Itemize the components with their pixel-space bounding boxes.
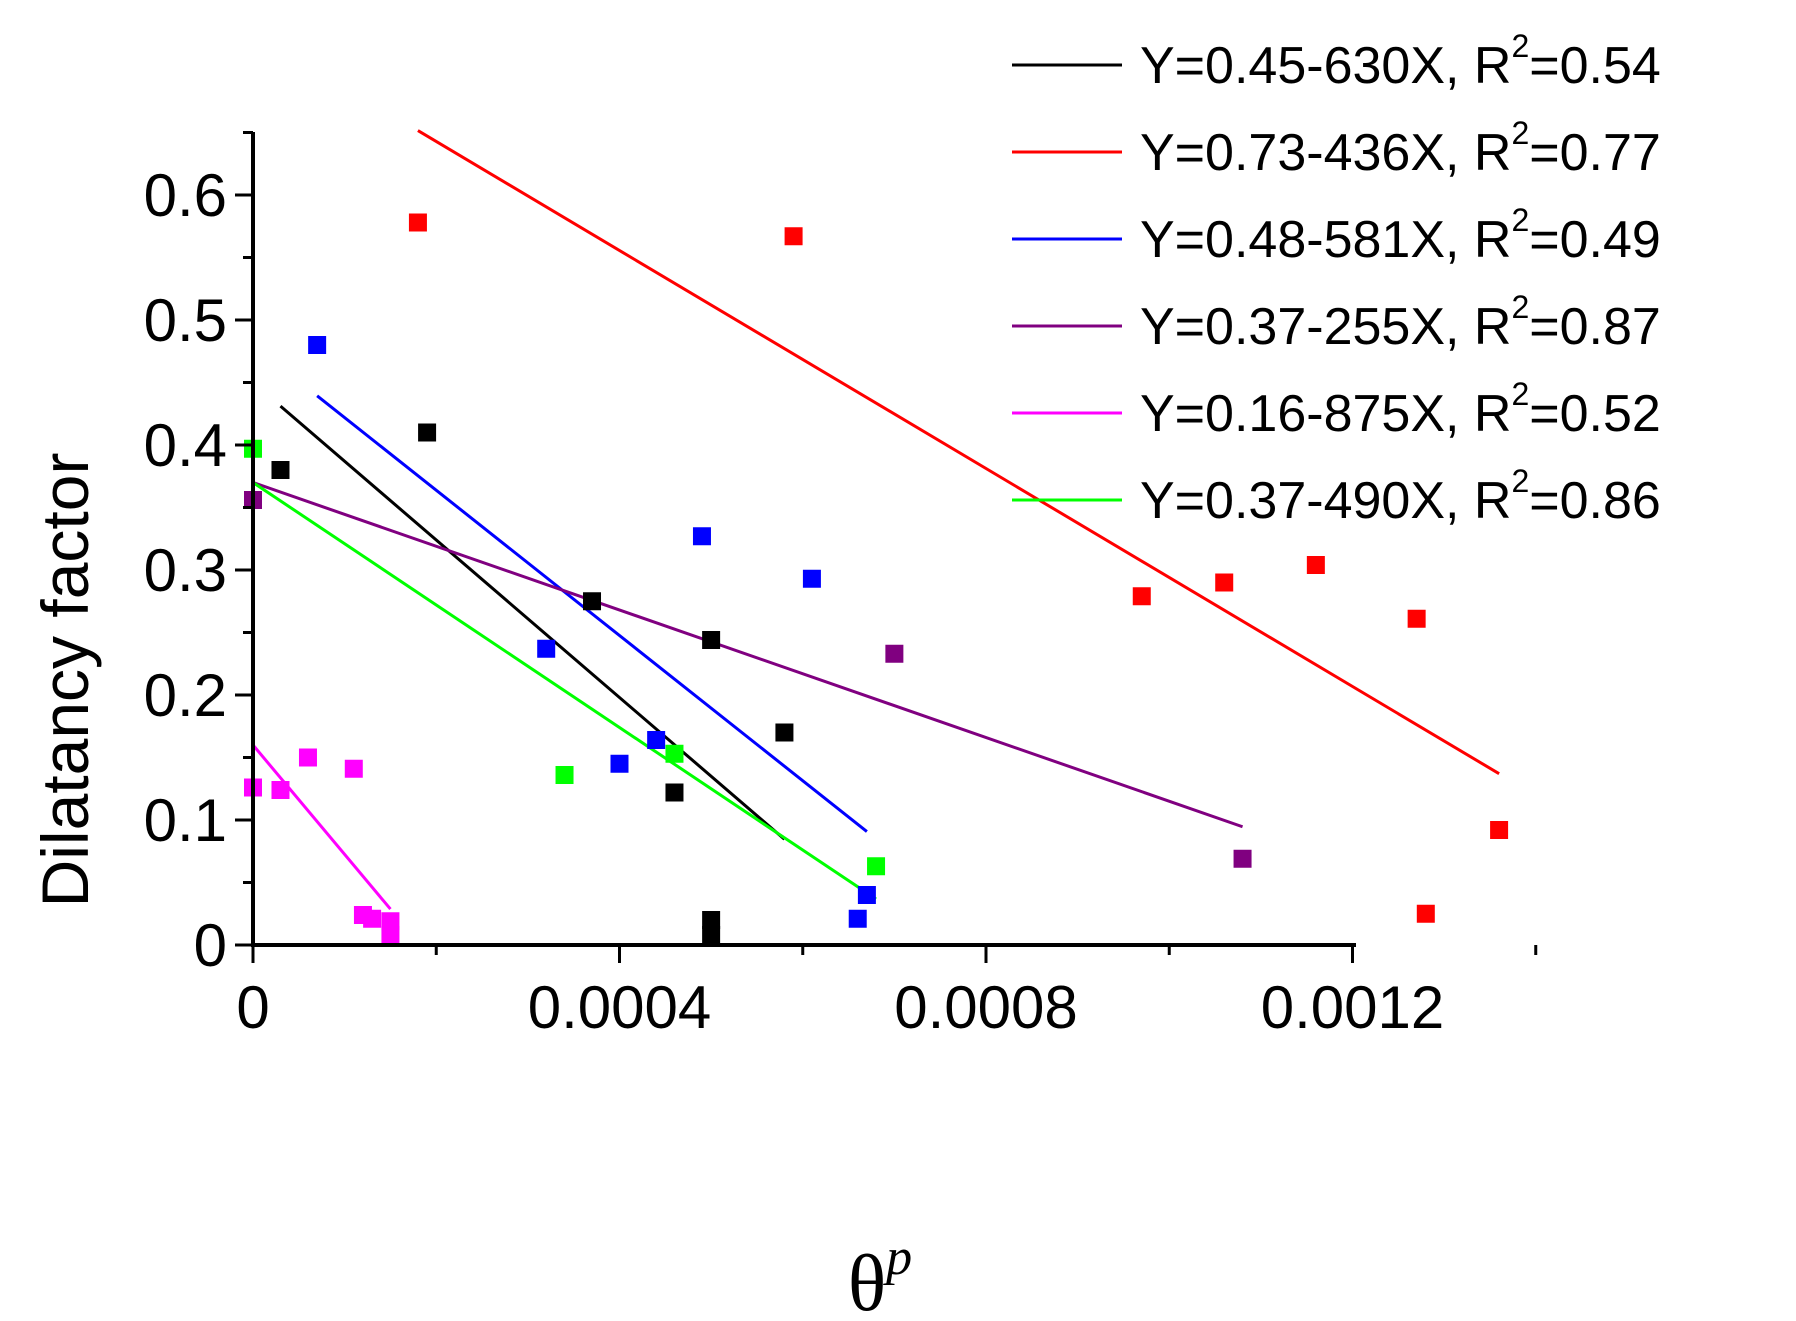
y-tick-label: 0 — [194, 912, 227, 979]
x-axis-title: θp — [848, 1229, 912, 1321]
data-point-s2-8 — [1416, 904, 1435, 923]
fit-line-4 — [252, 481, 1244, 829]
legend-label-4: Y=0.37-255X, R2=0.87 — [1140, 289, 1661, 356]
data-point-s2-3 — [1132, 587, 1151, 606]
data-point-s1-1 — [271, 461, 290, 479]
data-point-s5-6 — [363, 909, 382, 928]
fit-line-1 — [279, 404, 786, 841]
data-point-s1-4 — [702, 631, 721, 649]
data-point-s6-2 — [555, 766, 574, 784]
data-point-s1-5 — [775, 723, 794, 742]
y-tick-label: 0.5 — [144, 287, 227, 354]
data-point-s3-5 — [647, 731, 666, 749]
data-points — [244, 213, 1509, 944]
data-point-s5-4 — [344, 759, 363, 778]
data-point-s5-7 — [381, 912, 400, 931]
data-point-s1-6 — [665, 783, 684, 802]
y-tick-label: 0.6 — [144, 162, 227, 229]
y-tick-label: 0.1 — [144, 787, 227, 854]
x-axis-title-symbol: θ — [848, 1240, 886, 1321]
data-point-s2-1 — [408, 213, 427, 232]
data-point-s2-7 — [1490, 821, 1509, 839]
data-point-s4-2 — [885, 644, 904, 663]
data-point-s4-3 — [1233, 849, 1252, 868]
data-point-s1-8 — [702, 926, 721, 944]
fit-line-5 — [251, 744, 392, 911]
legend-label-3: Y=0.48-581X, R2=0.49 — [1140, 202, 1661, 269]
legend-label-1: Y=0.45-630X, R2=0.54 — [1140, 28, 1661, 95]
data-point-s6-4 — [867, 857, 886, 876]
legend: Y=0.45-630X, R2=0.54 Y=0.73-436X, R2=0.77… — [1012, 28, 1661, 530]
data-point-s3-2 — [537, 639, 556, 658]
legend-label-2: Y=0.73-436X, R2=0.77 — [1140, 115, 1661, 182]
y-axis-title: Dilatancy factor — [28, 453, 102, 908]
fit-line-3 — [316, 394, 868, 833]
data-point-s1-2 — [418, 423, 437, 442]
data-point-s3-1 — [308, 336, 327, 354]
data-point-s2-4 — [1215, 573, 1234, 592]
legend-label-5: Y=0.16-875X, R2=0.52 — [1140, 376, 1661, 443]
axes — [235, 131, 1538, 963]
fit-line-2 — [417, 129, 1500, 775]
y-tick-label: 0.2 — [144, 662, 227, 729]
x-axis-title-superscript: p — [882, 1229, 912, 1286]
data-point-s3-8 — [848, 909, 867, 928]
data-point-s3-3 — [692, 527, 711, 546]
data-point-s1-7 — [702, 911, 721, 929]
data-point-s3-6 — [610, 754, 629, 773]
y-tick-label: 0.3 — [144, 537, 227, 604]
y-tick-label: 0.4 — [144, 412, 227, 479]
data-point-s5-8 — [381, 926, 400, 944]
fit-line-6 — [252, 481, 877, 901]
data-point-s5-2 — [271, 781, 290, 799]
x-tick-label: 0.0004 — [528, 974, 712, 1041]
data-point-s3-7 — [857, 886, 876, 904]
data-point-s3-4 — [802, 569, 821, 588]
x-tick-label: 0 — [236, 974, 269, 1041]
data-point-s2-5 — [1306, 556, 1325, 574]
data-point-s2-2 — [784, 227, 803, 246]
data-point-s2-6 — [1407, 609, 1426, 628]
x-tick-label: 0.0012 — [1261, 974, 1445, 1041]
tick-labels: 0 0.1 0.2 0.3 0.4 0.5 0.6 0 0.0004 0.0008 0.0012 — [144, 162, 1445, 1041]
data-point-s6-3 — [665, 744, 684, 763]
x-tick-label: 0.0008 — [894, 974, 1078, 1041]
fit-lines — [251, 129, 1500, 911]
data-point-s1-3 — [583, 592, 602, 611]
data-point-s5-3 — [298, 748, 317, 767]
legend-label-6: Y=0.37-490X, R2=0.86 — [1140, 463, 1661, 530]
